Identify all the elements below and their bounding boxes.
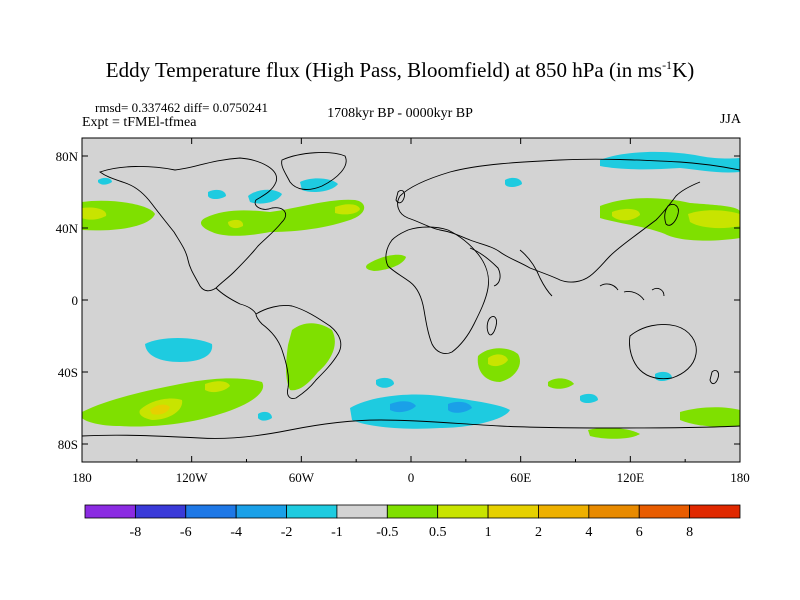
x-tick-label: 0 bbox=[408, 470, 415, 485]
colorbar-swatch bbox=[235, 504, 287, 519]
anomaly-region-negative-south-pacific bbox=[145, 338, 213, 362]
colorbar-label: 8 bbox=[686, 525, 693, 540]
coastline-se-asia-islands bbox=[599, 283, 665, 301]
colorbar-swatch bbox=[84, 504, 136, 519]
colorbar-swatch bbox=[487, 504, 539, 519]
chart-title: Eddy Temperature flux (High Pass, Bloomf… bbox=[105, 58, 695, 82]
coastline-uk bbox=[395, 189, 405, 204]
anomaly-region-nw-pacific-core bbox=[688, 210, 740, 229]
anomaly-region-negative-alaska bbox=[98, 177, 112, 185]
anomaly-region-negative-east-antarctica bbox=[580, 393, 598, 403]
anomaly-region-south-pacific-core bbox=[205, 381, 230, 393]
anomaly-region-nw-pacific-core bbox=[612, 208, 640, 221]
coastline-south-america bbox=[255, 305, 342, 399]
anomaly-region-negative-weddell-core bbox=[448, 401, 472, 413]
colorbar-label: 1 bbox=[485, 525, 492, 540]
colorbar-label: 0.5 bbox=[429, 525, 447, 540]
x-tick-label: 180 bbox=[72, 470, 92, 485]
x-tick-label: 60E bbox=[510, 470, 531, 485]
anomaly-region-negative-south-pacific-2 bbox=[376, 377, 394, 388]
x-tick-label: 180 bbox=[730, 470, 750, 485]
colorbar-swatch bbox=[538, 504, 590, 519]
y-axis: 80N 40N 0 40S 80S bbox=[56, 149, 740, 452]
y-tick-label: 80N bbox=[56, 149, 79, 164]
anomaly-region-negative-canada bbox=[208, 189, 226, 199]
coastline-australia bbox=[629, 324, 697, 380]
x-tick-label: 120E bbox=[617, 470, 645, 485]
anomaly-region-negative-ross bbox=[258, 411, 272, 421]
coastline-central-america bbox=[215, 287, 257, 315]
coastline-madagascar bbox=[486, 315, 497, 336]
colorbar-swatch bbox=[185, 504, 237, 519]
colorbar-swatch bbox=[437, 504, 489, 519]
anomaly-region-negative-weddell-core bbox=[390, 401, 416, 413]
anomaly-region-north-atlantic-core bbox=[335, 204, 360, 215]
colorbar-swatch bbox=[638, 504, 691, 519]
y-tick-label: 40N bbox=[56, 221, 79, 236]
x-axis: 180 120W 60W 0 60E 120E 180 bbox=[72, 138, 750, 485]
anomaly-region-ne-pacific-core bbox=[82, 207, 107, 220]
anomaly-region-subtropical-atlantic bbox=[366, 254, 406, 271]
colorbar-label: 2 bbox=[535, 525, 542, 540]
anomaly-region-south-america bbox=[286, 323, 335, 391]
experiment-label: Expt = tFMEl-tfmea bbox=[82, 115, 197, 130]
anomaly-region-negative-arctic bbox=[600, 151, 740, 173]
anomaly-region-south-indian-core bbox=[488, 354, 508, 367]
season-label: JJA bbox=[719, 112, 741, 127]
coastline-japan bbox=[664, 203, 679, 226]
y-tick-label: 0 bbox=[72, 293, 79, 308]
colorbar-swatch bbox=[336, 504, 388, 519]
anomaly-field bbox=[82, 151, 740, 439]
anomaly-region-nw-pacific bbox=[600, 198, 740, 241]
colorbar-label: 6 bbox=[636, 525, 643, 540]
x-tick-label: 60W bbox=[289, 470, 315, 485]
coastline-arabia-india bbox=[469, 247, 553, 297]
colorbar-label: -6 bbox=[180, 525, 192, 540]
anomaly-region-southern-indian bbox=[548, 378, 574, 389]
anomaly-region-north-atlantic bbox=[200, 199, 365, 236]
coastline-antarctica bbox=[82, 419, 740, 439]
anomaly-region-southern-ocean-east bbox=[680, 407, 740, 427]
coastline-north-america bbox=[99, 157, 286, 292]
coastline-new-zealand bbox=[709, 369, 719, 385]
anomaly-region-north-atlantic-core bbox=[228, 219, 244, 229]
coastline-africa bbox=[385, 226, 489, 355]
coastline-greenland bbox=[281, 152, 347, 190]
y-tick-label: 80S bbox=[58, 437, 78, 452]
colorbar: -8 -6 -4 -2 -1 -0.5 0.5 1 2 4 6 8 bbox=[84, 504, 741, 540]
stats-label: rmsd= 0.337462 diff= 0.0750241 bbox=[95, 100, 268, 115]
colorbar-label: -4 bbox=[230, 525, 242, 540]
colorbar-swatch bbox=[286, 504, 338, 519]
y-tick-label: 40S bbox=[58, 365, 78, 380]
x-tick-label: 120W bbox=[176, 470, 209, 485]
colorbar-label: -2 bbox=[281, 525, 293, 540]
colorbar-label: -0.5 bbox=[376, 525, 398, 540]
anomaly-region-south-pacific-peak bbox=[150, 404, 170, 415]
colorbar-swatch bbox=[689, 504, 741, 519]
colorbar-label: -1 bbox=[331, 525, 343, 540]
anomaly-region-negative-siberia bbox=[505, 177, 522, 187]
colorbar-label: 4 bbox=[585, 525, 592, 540]
colorbar-label: -8 bbox=[130, 525, 142, 540]
colorbar-swatch bbox=[588, 504, 640, 519]
colorbar-swatch bbox=[386, 504, 439, 519]
colorbar-swatch bbox=[134, 504, 187, 519]
coastlines bbox=[82, 152, 740, 439]
period-label: 1708kyr BP - 0000kyr BP bbox=[327, 106, 473, 121]
anomaly-region-southern-ocean-east bbox=[588, 427, 640, 439]
anomaly-region-negative-greenland bbox=[300, 178, 338, 192]
coastline-eurasia bbox=[397, 158, 740, 283]
anomaly-region-ne-pacific bbox=[82, 200, 155, 231]
